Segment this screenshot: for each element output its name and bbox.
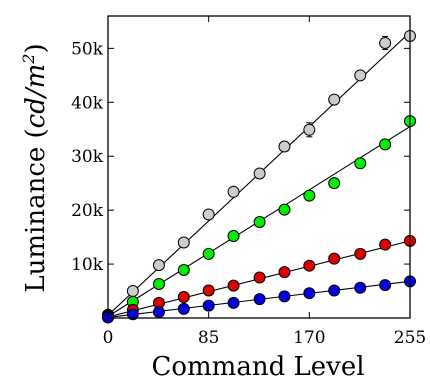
y-axis-label-unit: cd/m: [21, 64, 51, 129]
data-point: [328, 252, 341, 265]
data-point: [202, 247, 215, 260]
data-point: [177, 264, 190, 277]
data-point: [379, 238, 392, 251]
data-point: [177, 290, 190, 303]
data-point: [253, 216, 266, 229]
error-bars: [306, 35, 389, 138]
data-point: [177, 302, 190, 315]
x-tick-label: 170: [293, 328, 325, 348]
data-point: [177, 236, 190, 249]
y-tick-label: 20k: [71, 201, 104, 221]
data-point: [278, 290, 291, 303]
data-point: [354, 281, 367, 294]
data-point: [126, 308, 139, 321]
plot-frame: [107, 15, 411, 319]
axes: 0 85 170 255 10k 20k 30k 40k 50k: [71, 15, 426, 348]
data-point: [354, 157, 367, 170]
data-point: [328, 93, 341, 106]
data-point: [202, 299, 215, 312]
data-point: [303, 123, 316, 136]
x-tick-label: 255: [394, 328, 426, 348]
data-point: [202, 208, 215, 221]
data-point: [152, 306, 165, 319]
data-point: [152, 259, 165, 272]
data-point: [328, 177, 341, 190]
data-point: [303, 259, 316, 272]
y-tick-label: 40k: [71, 93, 104, 113]
data-point: [354, 69, 367, 82]
data-point: [253, 293, 266, 306]
data-point: [126, 285, 139, 298]
data-point: [278, 266, 291, 279]
data-point: [253, 271, 266, 284]
y-axis-label-unit-exponent: 2: [19, 54, 38, 65]
data-point: [227, 230, 240, 243]
y-tick-label: 10k: [71, 255, 104, 275]
data-point: [278, 140, 291, 153]
data-point: [379, 36, 392, 49]
data-point: [253, 167, 266, 180]
data-point: [227, 279, 240, 292]
data-point: [303, 287, 316, 300]
data-point: [202, 284, 215, 297]
data-point: [328, 284, 341, 297]
data-point: [227, 185, 240, 198]
y-axis-label-close: ): [21, 43, 51, 53]
data-point: [278, 203, 291, 216]
y-tick-label: 50k: [71, 39, 104, 59]
x-tick-label: 85: [198, 328, 220, 348]
data-points: [102, 29, 416, 324]
data-point: [303, 189, 316, 202]
data-point: [227, 296, 240, 309]
data-point: [354, 247, 367, 260]
data-point: [152, 278, 165, 291]
y-axis-label: Luminance (cd/m2): [19, 43, 51, 292]
y-tick-label: 30k: [71, 147, 104, 167]
y-axis-label-main: Luminance (: [21, 128, 51, 292]
x-axis-label: Command Level: [151, 352, 364, 381]
data-point: [379, 138, 392, 151]
x-tick-label: 0: [103, 328, 114, 348]
data-point: [379, 279, 392, 292]
